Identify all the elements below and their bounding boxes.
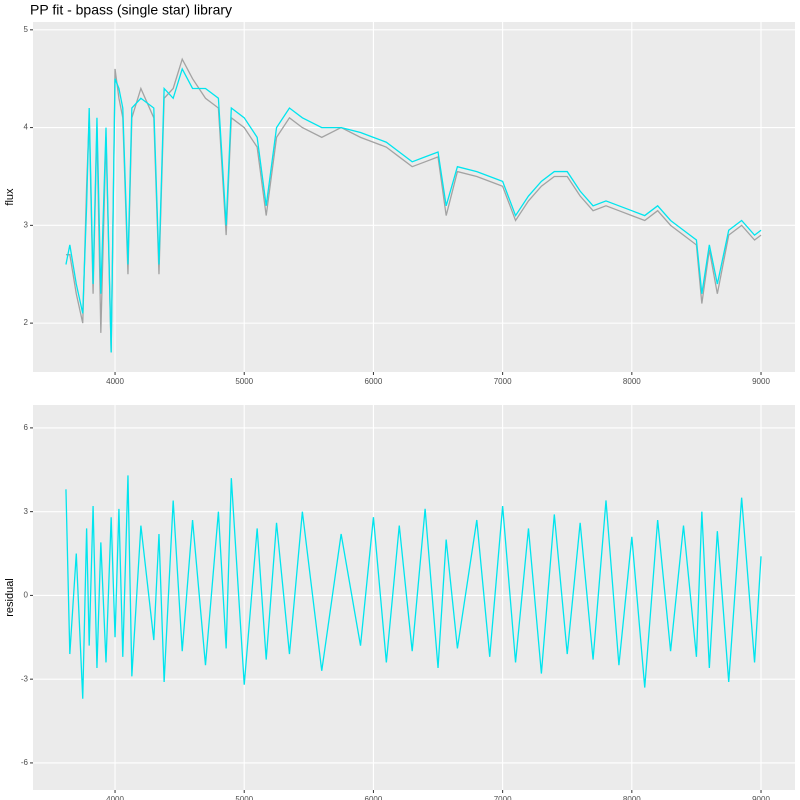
series-line (65, 67, 762, 353)
panel-background (33, 22, 795, 372)
y-axis-title: residual (4, 578, 16, 617)
y-tick-label: 6 (24, 423, 29, 432)
y-tick-label: 0 (24, 591, 29, 600)
series-line (65, 475, 762, 699)
y-tick-label: 5 (24, 25, 29, 34)
x-tick-label: 7000 (494, 795, 512, 800)
x-tick-label: 4000 (106, 795, 124, 800)
y-tick-label: 2 (24, 318, 29, 327)
y-tick-label: 4 (24, 123, 29, 132)
chart-title: PP fit - bpass (single star) library (30, 2, 232, 18)
y-tick-label: 3 (24, 507, 29, 516)
x-tick-label: 5000 (235, 795, 253, 800)
y-tick-label: -3 (21, 674, 29, 683)
x-tick-label: 6000 (365, 377, 383, 386)
y-axis-title: flux (4, 188, 16, 206)
x-tick-label: 6000 (365, 795, 383, 800)
x-tick-label: 5000 (235, 377, 253, 386)
x-tick-label: 9000 (752, 795, 770, 800)
x-tick-label: 8000 (623, 795, 641, 800)
x-tick-label: 4000 (106, 377, 124, 386)
x-tick-label: 8000 (623, 377, 641, 386)
panel-background (33, 405, 795, 790)
y-tick-label: -6 (21, 758, 29, 767)
x-tick-label: 9000 (752, 377, 770, 386)
y-tick-label: 3 (24, 220, 29, 229)
x-tick-label: 7000 (494, 377, 512, 386)
